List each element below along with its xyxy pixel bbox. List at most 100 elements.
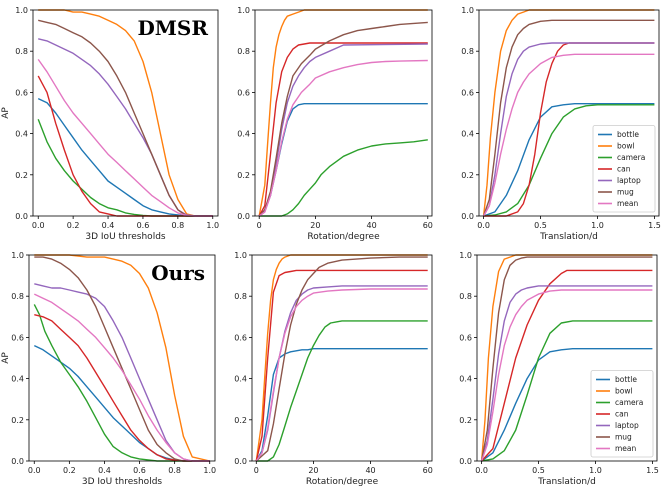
y-tick-label: 1.0: [11, 251, 24, 260]
chart-panel-p2: 0 20 40 60 0.0 0.2 0.4 0.6 0.8 1.0 Rotation/degree: [237, 6, 433, 242]
axes-frame: [32, 9, 219, 217]
axes-frame: [478, 9, 660, 217]
series-line-camera: [256, 320, 428, 462]
x-tick-label: 1.0: [203, 466, 216, 475]
method-label: DMSR: [137, 16, 208, 40]
series-group: [255, 254, 428, 462]
y-axis-label: AP: [1, 107, 11, 119]
series-line-can: [481, 269, 653, 462]
legend-label-mean: mean: [615, 444, 637, 453]
legend-label-bowl: bowl: [615, 387, 633, 396]
y-tick-label: 0.4: [459, 375, 472, 384]
series-line-bottle: [483, 102, 655, 217]
axes-frame: [476, 254, 658, 462]
legend: bottle bowl camera can laptop mug mean: [592, 125, 656, 213]
x-axis-label: Rotation/degree: [306, 477, 379, 487]
series-line-laptop: [38, 38, 213, 217]
x-tick-label: 0.0: [28, 466, 41, 475]
series-line-camera: [33, 304, 210, 462]
legend-label-can: can: [615, 410, 629, 419]
y-tick-label: 1.0: [15, 6, 28, 15]
x-tick-label: 0.0: [475, 466, 488, 475]
x-axis-label: Translation/d: [539, 232, 598, 242]
x-tick-label: 40: [365, 466, 375, 475]
x-axis-label: 3D IoU thresholds: [82, 477, 163, 487]
y-tick-label: 0.8: [461, 47, 474, 56]
legend-label-camera: camera: [615, 398, 643, 407]
x-tick-label: 0.5: [534, 221, 547, 230]
y-tick-label: 0.0: [459, 457, 472, 466]
y-tick-label: 0.6: [234, 333, 247, 342]
x-tick-label: 0.4: [98, 466, 111, 475]
series-line-mug: [480, 256, 653, 462]
x-axis-label: Rotation/degree: [307, 232, 380, 242]
chart-panel-p4: 0.0 0.2 0.4 0.6 0.8 1.0 0.0 0.2 0.4 0.6 0.8 1.0 3D I…: [1, 251, 216, 487]
series-line-mean: [480, 289, 653, 462]
legend-label-laptop: laptop: [617, 176, 641, 185]
y-tick-label: 0.2: [237, 171, 250, 180]
series-group: [37, 9, 213, 217]
series-line-mean: [37, 58, 213, 217]
series-line-laptop: [482, 42, 655, 217]
x-axis-label: 3D IoU thresholds: [85, 232, 166, 242]
x-tick-label: 0.8: [168, 466, 181, 475]
x-tick-label: 1.5: [648, 221, 661, 230]
series-line-bowl: [38, 9, 213, 217]
series-line-bottle: [258, 102, 428, 217]
series-line-can: [258, 42, 428, 217]
axes-frame: [251, 254, 433, 462]
y-tick-label: 0.0: [237, 212, 250, 221]
series-line-mug: [482, 19, 655, 217]
y-tick-label: 0.6: [11, 333, 24, 342]
series-line-bowl: [34, 254, 210, 462]
series-line-mean: [33, 293, 210, 462]
y-tick-label: 0.4: [15, 130, 28, 139]
y-tick-label: 0.6: [237, 88, 250, 97]
x-tick-label: 1.5: [646, 466, 659, 475]
x-tick-label: 60: [423, 466, 433, 475]
legend-label-camera: camera: [617, 153, 645, 162]
x-tick-label: 0.0: [477, 221, 490, 230]
y-axis-label: AP: [1, 352, 11, 364]
y-tick-label: 0.4: [461, 130, 474, 139]
x-tick-label: 0: [257, 221, 262, 230]
chart-panel-p3: 0.0 0.5 1.0 1.5 0.0 0.2 0.4 0.6 0.8 1.0 Translatio…: [461, 6, 661, 242]
y-tick-label: 0.8: [234, 292, 247, 301]
y-tick-label: 0.8: [237, 47, 250, 56]
y-tick-label: 0.2: [459, 416, 472, 425]
series-line-laptop: [480, 285, 653, 462]
x-tick-label: 0.2: [67, 221, 80, 230]
y-tick-label: 1.0: [461, 6, 474, 15]
series-line-can: [37, 75, 213, 217]
y-tick-label: 1.0: [234, 251, 247, 260]
series-line-mug: [38, 19, 213, 217]
legend-frame: [590, 370, 654, 458]
series-line-camera: [259, 139, 428, 217]
legend-label-bowl: bowl: [617, 142, 635, 151]
y-tick-label: 0.2: [461, 171, 474, 180]
series-line-can: [34, 314, 210, 462]
y-tick-label: 1.0: [459, 251, 472, 260]
series-line-bowl: [480, 254, 653, 462]
series-line-bottle: [255, 348, 428, 462]
y-tick-label: 0.2: [11, 416, 24, 425]
chart-panel-p5: 0 20 40 60 0.0 0.2 0.4 0.6 0.8 1.0 Rotation/degree: [234, 251, 433, 487]
x-tick-label: 0.5: [532, 466, 545, 475]
legend-label-can: can: [617, 165, 631, 174]
y-tick-label: 0.0: [461, 212, 474, 221]
x-tick-label: 40: [367, 221, 377, 230]
series-line-camera: [481, 320, 653, 462]
series-line-can: [483, 42, 655, 217]
y-tick-label: 0.2: [15, 171, 28, 180]
y-tick-label: 0.6: [15, 88, 28, 97]
x-tick-label: 1.0: [589, 466, 602, 475]
y-tick-label: 0.2: [234, 416, 247, 425]
x-tick-label: 20: [308, 466, 318, 475]
series-line-bottle: [481, 348, 653, 462]
x-tick-label: 0.8: [171, 221, 184, 230]
y-tick-label: 1.0: [237, 6, 250, 15]
legend: bottle bowl camera can laptop mug mean: [590, 370, 654, 458]
legend-label-bottle: bottle: [615, 375, 637, 384]
legend-label-bottle: bottle: [617, 130, 639, 139]
